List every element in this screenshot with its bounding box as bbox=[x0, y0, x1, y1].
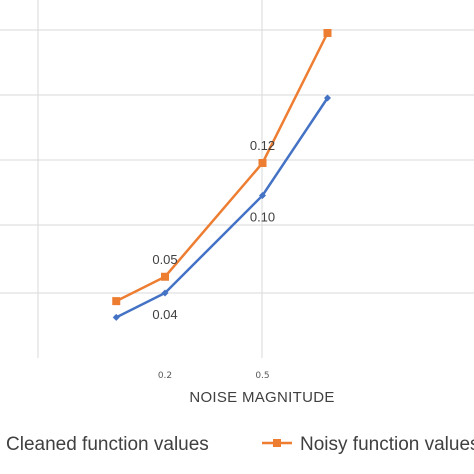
x-axis-title: NOISE MAGNITUDE bbox=[189, 389, 334, 406]
data-point bbox=[112, 313, 120, 321]
data-label: 0.10 bbox=[250, 210, 275, 225]
legend-marker bbox=[273, 439, 281, 447]
data-point bbox=[323, 29, 332, 37]
x-tick-label: 0.2 bbox=[158, 371, 172, 381]
legend: Cleaned function values Noisy function va… bbox=[6, 434, 474, 455]
data-labels: 0.04 0.10 0.05 0.12 bbox=[152, 138, 275, 322]
series-line bbox=[115, 32, 329, 303]
gridlines bbox=[0, 0, 474, 358]
x-tick-labels: 0.2 0.5 bbox=[158, 371, 270, 381]
data-point bbox=[161, 272, 169, 281]
series-line bbox=[115, 97, 329, 319]
legend-label: Cleaned function values bbox=[6, 434, 209, 455]
series-layer bbox=[112, 29, 332, 321]
data-point bbox=[259, 192, 266, 199]
data-label: 0.05 bbox=[152, 252, 177, 267]
legend-label: Noisy function values bbox=[300, 434, 474, 455]
data-point bbox=[161, 289, 169, 297]
data-label: 0.04 bbox=[152, 307, 177, 322]
data-point bbox=[258, 159, 267, 167]
data-label: 0.12 bbox=[250, 138, 275, 153]
x-tick-label: 0.5 bbox=[255, 371, 269, 381]
data-point bbox=[324, 94, 331, 102]
data-point bbox=[112, 297, 121, 306]
